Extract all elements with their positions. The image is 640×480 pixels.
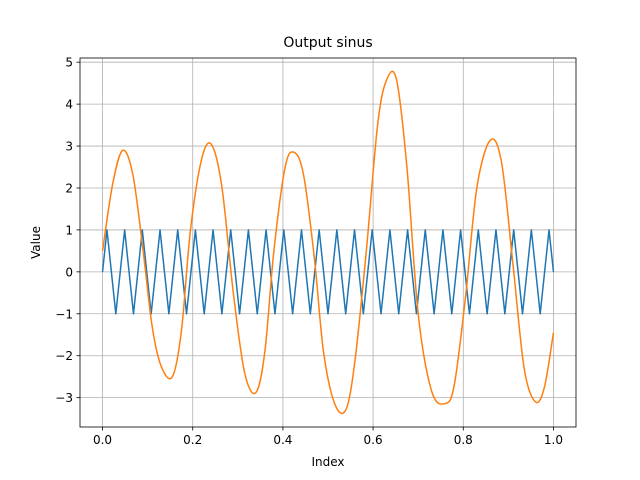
- chart-title: Output sinus: [283, 35, 372, 51]
- y-tick-label: −3: [55, 391, 73, 405]
- series-line-2: [101, 70, 555, 415]
- y-tick-label: 4: [65, 98, 73, 112]
- y-tick-label: −1: [55, 307, 73, 321]
- y-tick-label: 3: [65, 140, 73, 154]
- series-line-1: [101, 229, 555, 315]
- x-tick-label: 0.2: [183, 433, 202, 447]
- y-tick-label: 1: [65, 223, 73, 237]
- plot-frame: [79, 57, 577, 428]
- ticks: 0.0 0.2 0.4 0.6 0.8 1.0 −3 −2 −1 0 1 2 3 4 5: [55, 56, 563, 447]
- y-tick-label: 2: [65, 181, 73, 195]
- x-tick-label: 0.0: [93, 433, 112, 447]
- x-tick-label: 0.8: [454, 433, 473, 447]
- y-tick-label: 5: [65, 56, 73, 70]
- grid: [80, 58, 576, 427]
- x-tick-label: 0.4: [273, 433, 292, 447]
- series-group: [101, 70, 555, 415]
- x-axis-label: Index: [311, 455, 344, 469]
- x-tick-label: 0.6: [364, 433, 383, 447]
- x-tick-label: 1.0: [544, 433, 563, 447]
- y-tick-label: −2: [55, 349, 73, 363]
- y-axis-label: Value: [29, 226, 43, 259]
- y-tick-label: 0: [65, 265, 73, 279]
